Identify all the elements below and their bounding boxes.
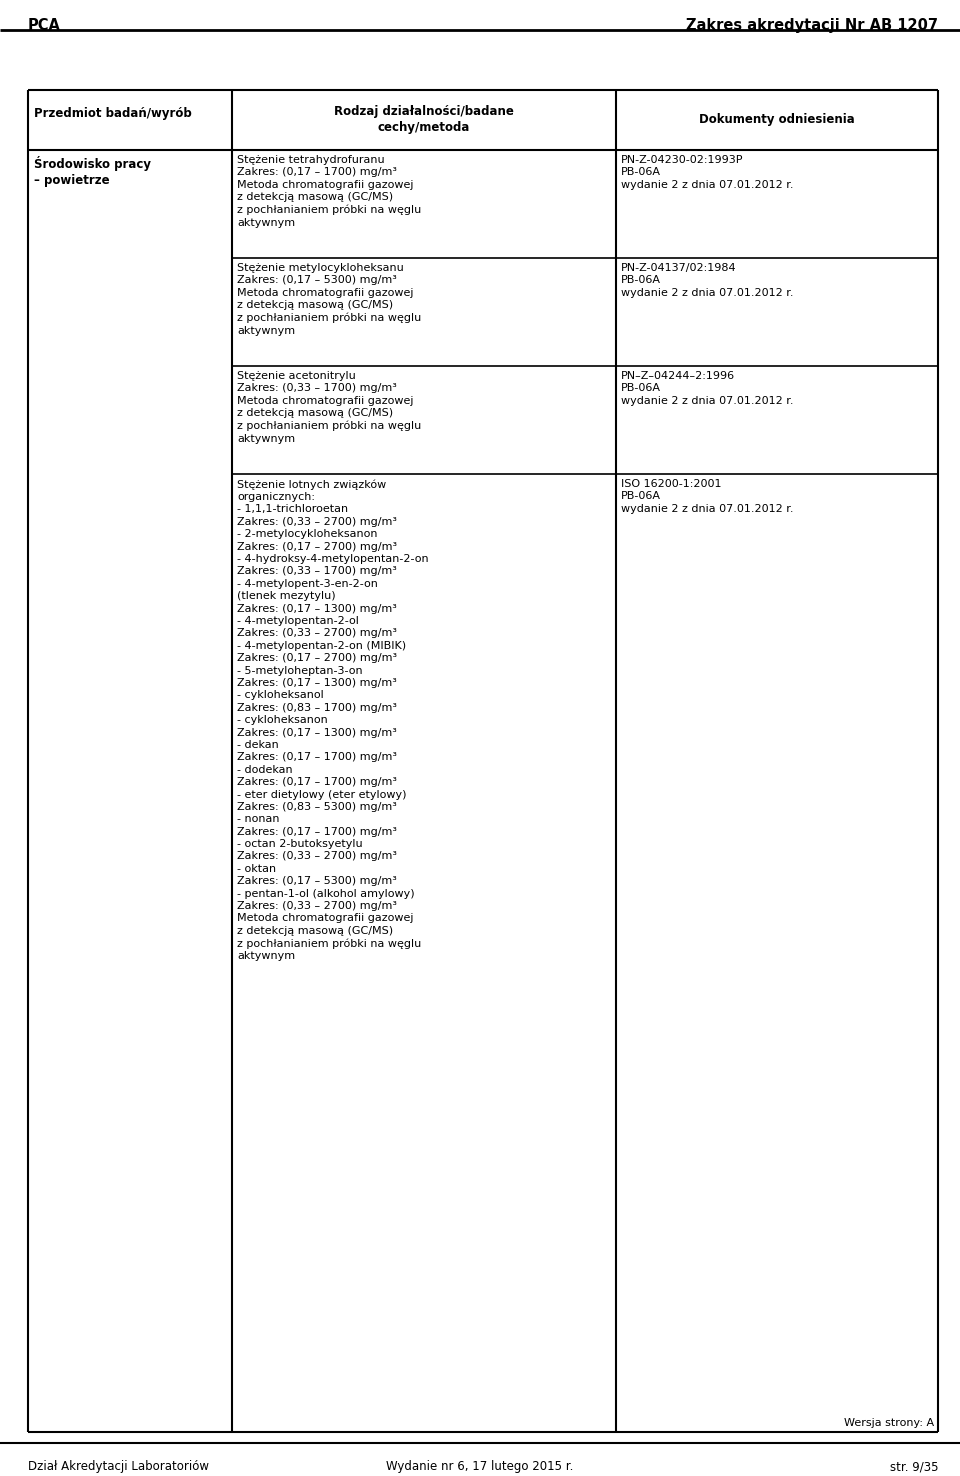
Text: Środowisko pracy
– powietrze: Środowisko pracy – powietrze bbox=[34, 156, 151, 187]
Text: Stężenie acetonitrylu
Zakres: (0,33 – 1700) mg/m³
Metoda chromatografii gazowej
: Stężenie acetonitrylu Zakres: (0,33 – 17… bbox=[237, 370, 421, 444]
Text: PCA: PCA bbox=[28, 18, 60, 32]
Text: Rodzaj działalności/badane
cechy/metoda: Rodzaj działalności/badane cechy/metoda bbox=[334, 105, 514, 134]
Text: ISO 16200-1:2001
PB-06A
wydanie 2 z dnia 07.01.2012 r.: ISO 16200-1:2001 PB-06A wydanie 2 z dnia… bbox=[621, 480, 794, 514]
Text: Dział Akredytacji Laboratoriów: Dział Akredytacji Laboratoriów bbox=[28, 1460, 209, 1473]
Text: Stężenie metylocykloheksanu
Zakres: (0,17 – 5300) mg/m³
Metoda chromatografii ga: Stężenie metylocykloheksanu Zakres: (0,1… bbox=[237, 263, 421, 335]
Text: Wydanie nr 6, 17 lutego 2015 r.: Wydanie nr 6, 17 lutego 2015 r. bbox=[386, 1460, 574, 1473]
Text: Stężenie lotnych związków
organicznych:
- 1,1,1-trichloroetan
Zakres: (0,33 – 27: Stężenie lotnych związków organicznych: … bbox=[237, 480, 428, 961]
Text: Wersja strony: A: Wersja strony: A bbox=[844, 1418, 934, 1427]
Text: Dokumenty odniesienia: Dokumenty odniesienia bbox=[699, 114, 854, 127]
Text: Stężenie tetrahydrofuranu
Zakres: (0,17 – 1700) mg/m³
Metoda chromatografii gazo: Stężenie tetrahydrofuranu Zakres: (0,17 … bbox=[237, 155, 421, 227]
Text: Przedmiot badań/wyrób: Przedmiot badań/wyrób bbox=[34, 108, 192, 121]
Text: PN–Z–04244–2:1996
PB-06A
wydanie 2 z dnia 07.01.2012 r.: PN–Z–04244–2:1996 PB-06A wydanie 2 z dni… bbox=[621, 370, 794, 406]
Text: Zakres akredytacji Nr AB 1207: Zakres akredytacji Nr AB 1207 bbox=[686, 18, 938, 32]
Text: PN-Z-04230-02:1993P
PB-06A
wydanie 2 z dnia 07.01.2012 r.: PN-Z-04230-02:1993P PB-06A wydanie 2 z d… bbox=[621, 155, 794, 190]
Text: str. 9/35: str. 9/35 bbox=[890, 1460, 938, 1473]
Text: PN-Z-04137/02:1984
PB-06A
wydanie 2 z dnia 07.01.2012 r.: PN-Z-04137/02:1984 PB-06A wydanie 2 z dn… bbox=[621, 263, 794, 298]
